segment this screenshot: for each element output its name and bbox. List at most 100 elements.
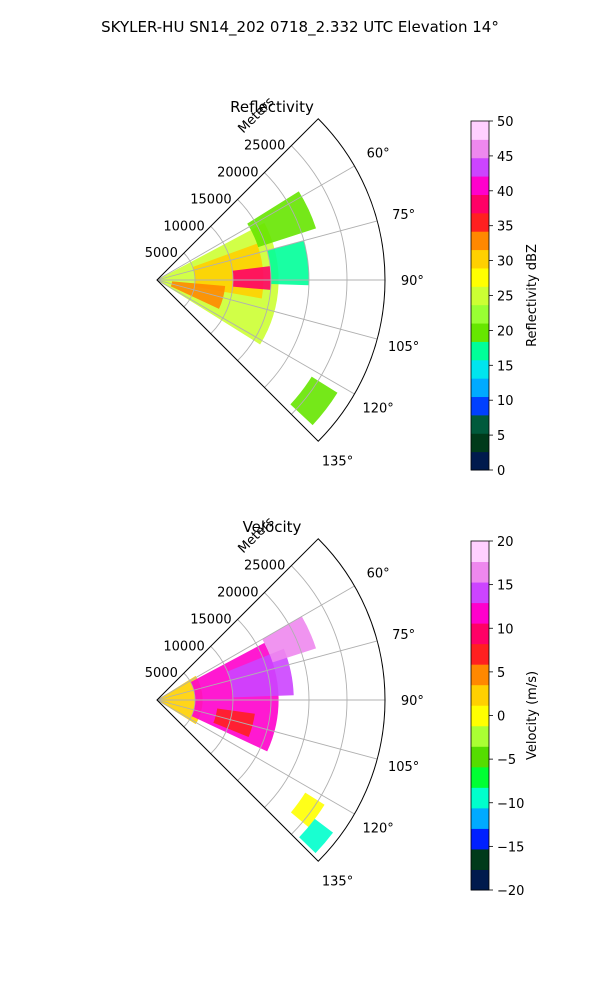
colorbar-segment bbox=[471, 157, 489, 177]
angle-tick-label: 120° bbox=[362, 822, 393, 837]
colorbar-segment bbox=[471, 725, 489, 747]
range-tick-label: 10000 bbox=[163, 639, 204, 654]
colorbar-segment bbox=[471, 848, 489, 870]
colorbar-segment bbox=[471, 359, 489, 379]
colorbar-tick-label: 5 bbox=[497, 429, 505, 444]
echo-region-5 bbox=[290, 792, 325, 828]
angle-spoke-105 bbox=[156, 699, 378, 760]
colorbar-segment bbox=[471, 787, 489, 809]
colorbar-label: Velocity (m/s) bbox=[525, 671, 540, 760]
reflectivity-panel: Reflectivity500010000150002000025000Mete… bbox=[145, 94, 540, 479]
colorbar-segment bbox=[471, 807, 489, 829]
colorbar-segment bbox=[471, 121, 489, 140]
range-tick-label: 15000 bbox=[190, 612, 231, 627]
colorbar-segment bbox=[471, 212, 489, 232]
echo-region-2 bbox=[170, 281, 226, 309]
range-tick-label: 10000 bbox=[163, 219, 204, 234]
angle-tick-label: 60° bbox=[367, 146, 390, 161]
colorbar-segment bbox=[471, 433, 489, 453]
angle-spoke-120 bbox=[156, 279, 355, 395]
angle-tick-label: 75° bbox=[392, 628, 415, 643]
colorbar-segment bbox=[471, 643, 489, 665]
colorbar-tick-label: −20 bbox=[497, 884, 524, 899]
colorbar-tick-label: 45 bbox=[497, 150, 514, 165]
angle-tick-label: 135° bbox=[322, 875, 353, 890]
colorbar-tick-label: −15 bbox=[497, 840, 524, 855]
colorbar-tick-label: −10 bbox=[497, 797, 524, 812]
echo-region-6 bbox=[299, 818, 334, 854]
colorbar-tick-label: 5 bbox=[497, 666, 505, 681]
colorbar-tick-label: 15 bbox=[497, 359, 514, 374]
colorbar-segment bbox=[471, 602, 489, 624]
colorbar-tick-label: 30 bbox=[497, 255, 514, 270]
echo-layer bbox=[157, 191, 338, 426]
colorbar-tick-label: 10 bbox=[497, 394, 514, 409]
colorbar-tick-label: 25 bbox=[497, 290, 514, 305]
colorbar-tick-label: 50 bbox=[497, 115, 514, 130]
colorbar-segment bbox=[471, 267, 489, 287]
colorbar-segment bbox=[471, 194, 489, 214]
panel-title: Reflectivity bbox=[230, 98, 314, 116]
colorbar-segment bbox=[471, 414, 489, 434]
colorbar-tick-label: 20 bbox=[497, 324, 514, 339]
colorbar-segment bbox=[471, 341, 489, 361]
figure-title: SKYLER-HU SN14_202 0718_2.332 UTC Elevat… bbox=[101, 18, 499, 37]
angle-tick-label: 120° bbox=[362, 402, 393, 417]
angle-spoke-60 bbox=[156, 165, 355, 281]
angle-tick-label: 135° bbox=[322, 455, 353, 470]
colorbar-segment bbox=[471, 378, 489, 398]
colorbar-tick-label: 15 bbox=[497, 579, 514, 594]
colorbar-tick-label: 0 bbox=[497, 710, 505, 725]
echo-region-4 bbox=[247, 191, 317, 248]
echo-layer bbox=[157, 616, 334, 854]
colorbar-segment bbox=[471, 541, 489, 563]
plot-outline bbox=[156, 118, 386, 442]
angle-spoke-105 bbox=[156, 279, 378, 340]
range-tick-label: 20000 bbox=[217, 586, 258, 601]
echo-region-6 bbox=[290, 376, 338, 426]
angle-tick-label: 75° bbox=[392, 208, 415, 223]
colorbar-segment bbox=[471, 582, 489, 604]
echo-region-3 bbox=[262, 616, 317, 663]
colorbar-tick-label: 10 bbox=[497, 622, 514, 637]
echo-region-5 bbox=[267, 240, 309, 286]
colorbar-segment bbox=[471, 396, 489, 416]
colorbar-segment bbox=[471, 451, 489, 471]
angle-spoke-75 bbox=[156, 220, 378, 281]
angle-spoke-75 bbox=[156, 640, 378, 701]
colorbar-tick-label: 20 bbox=[497, 535, 514, 550]
angle-spoke-60 bbox=[156, 585, 355, 701]
colorbar-segment bbox=[471, 766, 489, 788]
angle-tick-label: 90° bbox=[401, 694, 424, 709]
colorbar-tick-label: 0 bbox=[497, 464, 505, 479]
echo-region-4 bbox=[213, 708, 255, 738]
colorbar-tick-label: 35 bbox=[497, 220, 514, 235]
velocity-panel: Velocity500010000150002000025000Meters60… bbox=[145, 514, 540, 899]
range-tick-label: 25000 bbox=[244, 139, 285, 154]
angle-tick-label: 105° bbox=[388, 340, 419, 355]
range-tick-label: 20000 bbox=[217, 166, 258, 181]
panel-title: Velocity bbox=[243, 518, 302, 536]
colorbar-segment bbox=[471, 249, 489, 269]
range-tick-label: 25000 bbox=[244, 559, 285, 574]
colorbar-segment bbox=[471, 561, 489, 583]
colorbar-segment bbox=[471, 176, 489, 195]
angle-tick-label: 60° bbox=[367, 566, 390, 581]
colorbar-segment bbox=[471, 139, 489, 159]
angle-tick-label: 105° bbox=[388, 760, 419, 775]
colorbar-segment bbox=[471, 684, 489, 706]
colorbar-segment bbox=[471, 828, 489, 850]
range-tick-label: 5000 bbox=[145, 246, 178, 261]
colorbar-segment bbox=[471, 304, 489, 324]
colorbar-segment bbox=[471, 869, 489, 891]
colorbar-segment bbox=[471, 286, 489, 306]
echo-region-3 bbox=[232, 266, 271, 290]
colorbar-segment bbox=[471, 746, 489, 768]
colorbar-tick-label: 40 bbox=[497, 185, 514, 200]
colorbar-segment bbox=[471, 705, 489, 727]
colorbar-segment bbox=[471, 231, 489, 251]
colorbar-tick-label: −5 bbox=[497, 753, 516, 768]
colorbar-label: Reflectivity dBZ bbox=[525, 244, 540, 347]
range-tick-label: 15000 bbox=[190, 192, 231, 207]
